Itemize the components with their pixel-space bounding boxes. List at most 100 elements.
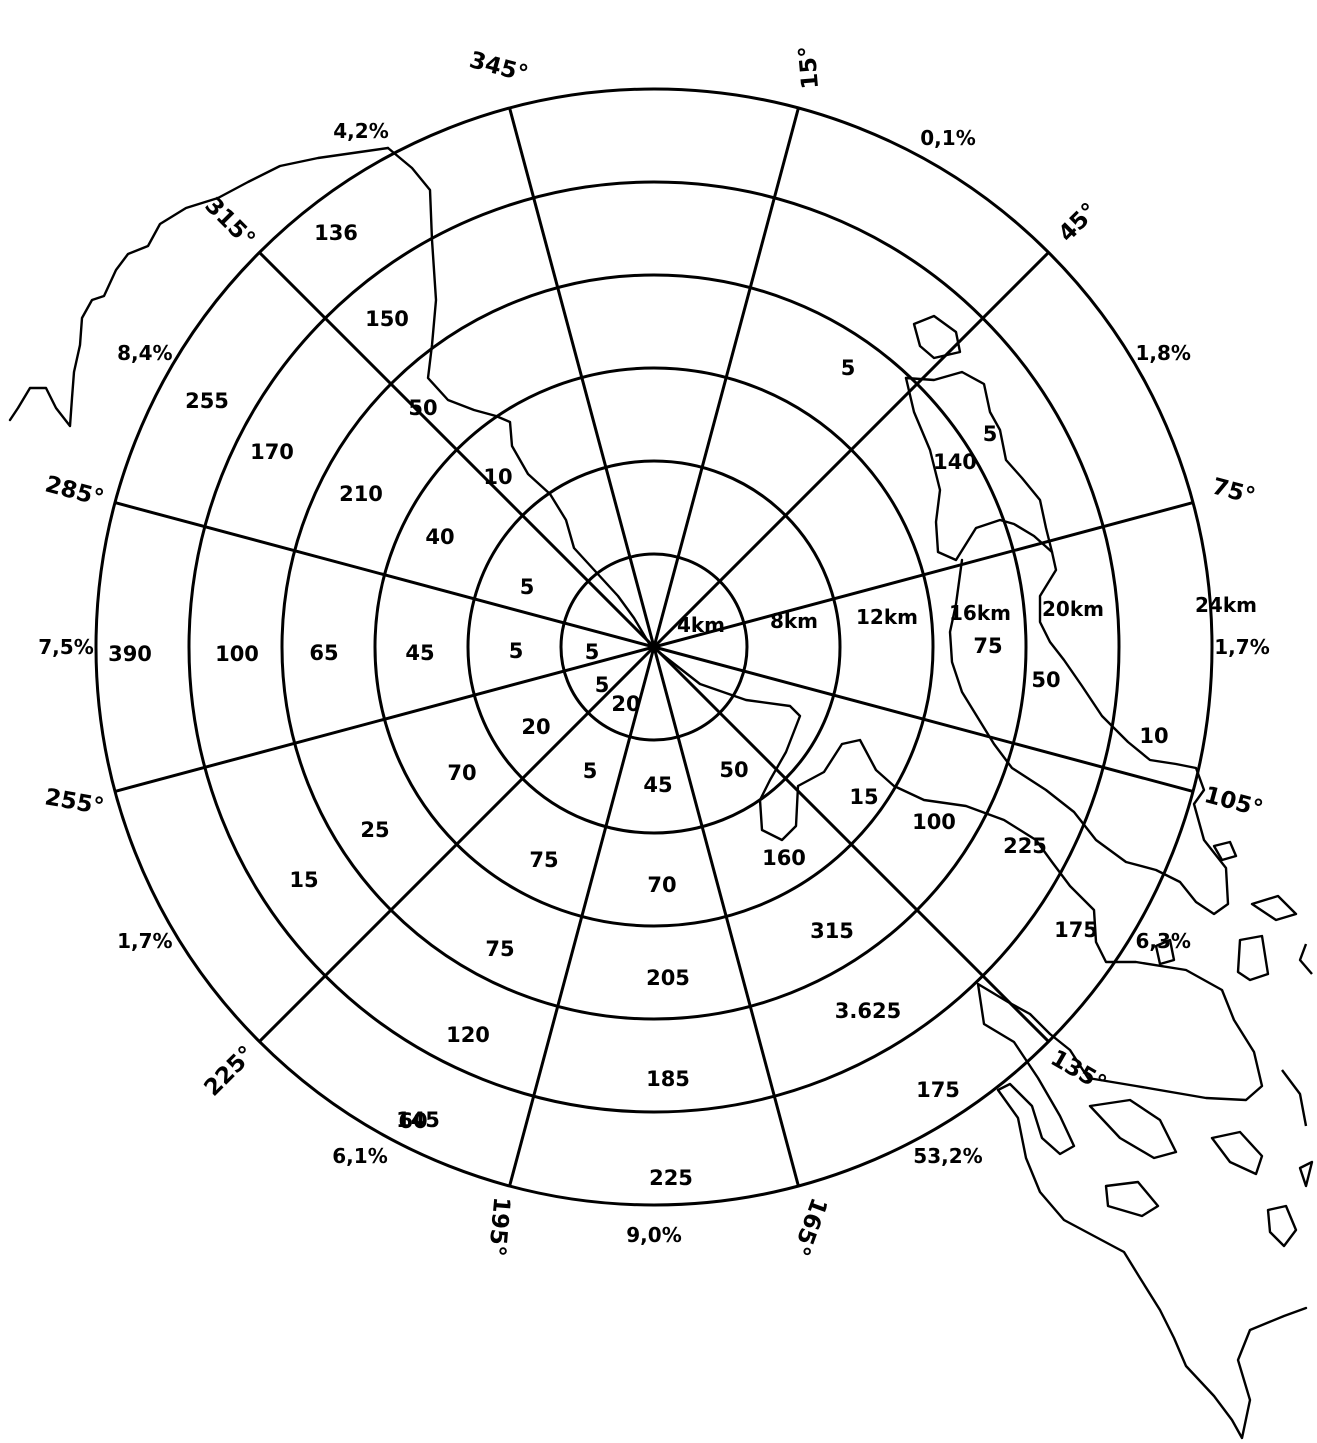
distance-label: 4km <box>677 613 725 637</box>
sector-boundary <box>114 645 655 793</box>
sector-boundary <box>508 646 656 1187</box>
sector-boundary <box>258 251 656 649</box>
sector-count: 20 <box>611 692 640 716</box>
sector-percent: 4,2% <box>333 119 388 143</box>
island <box>1298 943 1313 975</box>
sector-count: 225 <box>1003 834 1047 858</box>
sector-boundaries <box>114 107 1194 1187</box>
direction-label: 75° <box>1209 474 1258 510</box>
sector-boundary <box>652 251 1050 649</box>
sector-percent: 0,1% <box>920 126 975 150</box>
direction-label: 345° <box>467 47 531 88</box>
sector-count: 170 <box>250 440 294 464</box>
sector-percent: 1,8% <box>1135 341 1190 365</box>
distance-label: 12km <box>856 605 918 629</box>
sector-count: 5 <box>595 673 610 697</box>
sector-count: 5 <box>583 759 598 783</box>
sector-count: 70 <box>447 761 476 785</box>
sector-count: 15 <box>289 868 318 892</box>
island <box>1154 938 1176 966</box>
sector-boundary <box>652 107 800 648</box>
island <box>1236 934 1270 982</box>
sector-count: 25 <box>360 818 389 842</box>
sector-boundary <box>258 645 656 1043</box>
sector-boundary <box>653 501 1194 649</box>
distance-ring <box>280 273 1028 1021</box>
sector-count: 50 <box>1031 668 1060 692</box>
sector-boundary <box>508 107 656 648</box>
sector-count: 75 <box>529 848 558 872</box>
sector-count: 3.625 <box>835 999 901 1023</box>
sector-boundary <box>652 646 800 1187</box>
sector-count: 315 <box>810 919 854 943</box>
direction-label: 135° <box>1046 1045 1111 1097</box>
direction-label: 45° <box>1054 198 1103 247</box>
direction-label: 165° <box>787 1194 832 1259</box>
sector-count: 5 <box>509 639 524 663</box>
distance-ring <box>94 87 1214 1207</box>
sector-count: 15 <box>849 785 878 809</box>
sector-boundary <box>652 645 1050 1043</box>
island <box>1250 894 1298 922</box>
distance-label: 20km <box>1042 597 1104 621</box>
distance-label: 16km <box>949 601 1011 625</box>
island <box>1210 1130 1264 1176</box>
sector-percent: 1,7% <box>117 929 172 953</box>
sector-count: 120 <box>446 1023 490 1047</box>
sector-count: 65 <box>309 641 338 665</box>
island <box>912 314 962 360</box>
sector-count: 20 <box>521 715 550 739</box>
sector-count: 45 <box>405 641 434 665</box>
sector-percent: 8,4% <box>117 341 172 365</box>
sector-count: 225 <box>649 1166 693 1190</box>
sector-count: 45 <box>643 773 672 797</box>
sector-count: 175 <box>916 1078 960 1102</box>
sector-count: 150 <box>365 307 409 331</box>
sector-percent: 7,5% <box>38 635 93 659</box>
direction-label: 15° <box>794 45 824 91</box>
sector-count: 40 <box>425 525 454 549</box>
sector-boundary <box>653 645 1194 793</box>
sector-count: 205 <box>646 966 690 990</box>
sector-count: 60 <box>398 1109 427 1133</box>
sector-count: 5 <box>983 422 998 446</box>
sector-count: 75 <box>973 634 1002 658</box>
sector-count: 175 <box>1054 918 1098 942</box>
distance-label: 8km <box>770 609 818 633</box>
sector-count: 70 <box>647 873 676 897</box>
distance-ring <box>466 459 842 835</box>
sector-percent: 53,2% <box>913 1144 982 1168</box>
sector-percent: 6,3% <box>1135 929 1190 953</box>
sector-count: 136 <box>314 221 358 245</box>
direction-label: 255° <box>43 784 106 820</box>
sector-percent: 1,7% <box>1214 635 1269 659</box>
sector-count: 390 <box>108 642 152 666</box>
distance-ring <box>559 552 749 742</box>
distance-label: 24km <box>1195 593 1257 617</box>
sector-count: 10 <box>483 465 512 489</box>
sector-count: 185 <box>646 1067 690 1091</box>
coastline-west <box>8 146 390 428</box>
direction-label: 285° <box>42 471 106 512</box>
islands <box>912 314 1314 1248</box>
island <box>1281 1069 1308 1127</box>
coastline-east <box>648 643 1308 1440</box>
coastline-peninsula <box>386 146 652 647</box>
sector-count: 5 <box>841 356 856 380</box>
direction-label: 105° <box>1201 782 1265 823</box>
distance-ring <box>373 366 935 928</box>
sector-counts: 5140575501050160151002251753153.62517520… <box>108 221 1169 1190</box>
sector-percent: 9,0% <box>626 1223 681 1247</box>
direction-label: 315° <box>199 192 259 252</box>
sector-count: 255 <box>185 389 229 413</box>
coastline-north-spit <box>904 370 1054 554</box>
direction-label: 225° <box>199 1041 259 1101</box>
distance-ring <box>187 180 1121 1114</box>
coastline-channel <box>904 376 1230 916</box>
sector-count: 5 <box>585 640 600 664</box>
sector-count: 145 <box>396 1108 440 1132</box>
sector-boundary <box>114 501 655 649</box>
sector-percent: 6,1% <box>332 1144 387 1168</box>
direction-label: 195° <box>483 1196 514 1258</box>
